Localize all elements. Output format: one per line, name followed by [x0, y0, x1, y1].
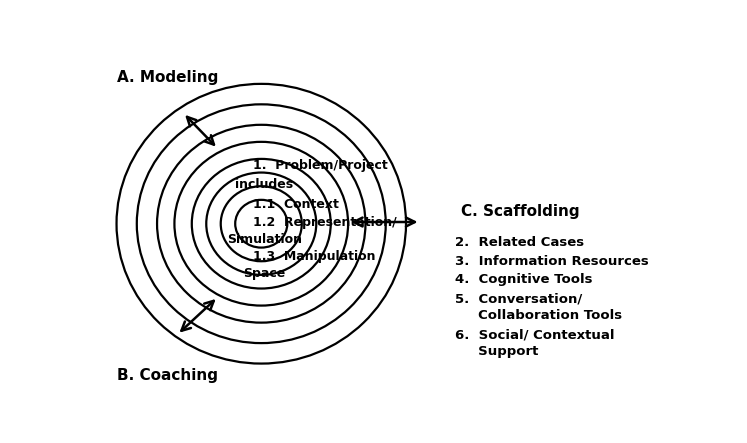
Text: 1.2  Representation/: 1.2 Representation/ [252, 215, 397, 229]
Text: 1.1  Context: 1.1 Context [252, 198, 338, 211]
Text: 1.3  Manipulation: 1.3 Manipulation [252, 249, 375, 263]
Text: Collaboration Tools: Collaboration Tools [455, 309, 622, 323]
Text: C. Scaffolding: C. Scaffolding [461, 204, 580, 219]
Text: A. Modeling: A. Modeling [117, 70, 218, 85]
Text: 3.  Information Resources: 3. Information Resources [455, 255, 649, 268]
Text: Simulation: Simulation [226, 233, 302, 245]
Text: 6.  Social/ Contextual: 6. Social/ Contextual [455, 328, 615, 341]
Text: includes: includes [235, 178, 294, 191]
Text: 5.  Conversation/: 5. Conversation/ [455, 292, 583, 305]
Text: Space: Space [243, 267, 285, 280]
Text: Support: Support [455, 345, 539, 358]
Text: 2.  Related Cases: 2. Related Cases [455, 236, 584, 249]
Text: 4.  Cognitive Tools: 4. Cognitive Tools [455, 273, 592, 287]
Text: B. Coaching: B. Coaching [117, 368, 217, 383]
Text: 1.  Problem/Project: 1. Problem/Project [252, 159, 388, 172]
